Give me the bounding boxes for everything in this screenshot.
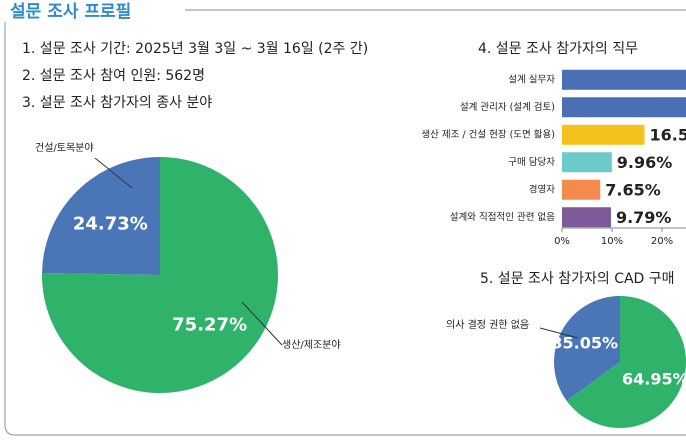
value-label: 9.79% xyxy=(616,208,672,227)
annotation-line xyxy=(241,301,283,346)
value-label: 16.5 xyxy=(650,125,686,144)
slice-label: 35.05% xyxy=(551,334,618,353)
frame xyxy=(4,9,686,436)
info-item: 2. 설문 조사 참여 인원: 562명 xyxy=(22,68,205,84)
category-label: 건설/토목분야 xyxy=(35,142,94,154)
category-label: 구매 담당자 xyxy=(508,156,555,168)
slice-label: 75.27% xyxy=(172,314,247,335)
category-label: 설계 관리자 (설계 검토) xyxy=(460,101,555,113)
category-label: 의사 결정 권한 없음 xyxy=(446,318,529,331)
bar xyxy=(562,124,645,145)
category-label: 설계와 직접적인 관련 없음 xyxy=(450,211,555,223)
slice-label: 64.95% xyxy=(622,369,686,388)
bar xyxy=(562,69,686,90)
category-label: 생산 제조 / 건설 현장 (도면 활용) xyxy=(421,128,555,140)
annotation-line xyxy=(539,327,579,339)
info-item: 1. 설문 조사 기간: 2025년 3월 3일 ~ 3월 16일 (2주 간) xyxy=(22,41,368,57)
chart-title: 3. 설문 조사 참가자의 종사 분야 xyxy=(22,95,212,111)
chart-title: 4. 설문 조사 참가자의 직무 xyxy=(478,41,638,57)
pie-slice xyxy=(42,157,278,393)
pie-slice xyxy=(566,296,686,428)
chart-title: 5. 설문 조사 참가자의 CAD 구매 xyxy=(480,271,675,287)
bar xyxy=(562,152,612,173)
value-label: 7.65% xyxy=(605,180,661,199)
bar xyxy=(562,179,601,200)
value-label: 9.96% xyxy=(617,153,673,172)
category-label: 설계 실무자 xyxy=(508,73,555,85)
x-tick-label: 20% xyxy=(651,236,673,247)
bar xyxy=(562,97,686,118)
x-tick-label: 10% xyxy=(601,236,623,247)
slice-label: 24.73% xyxy=(73,214,148,235)
bar xyxy=(562,207,611,228)
x-tick-label: 0% xyxy=(554,236,570,247)
pie-slice xyxy=(553,296,620,401)
annotation-line xyxy=(94,157,133,189)
category-label: 생산/제조분야 xyxy=(282,339,341,351)
category-label: 경영자 xyxy=(529,183,555,195)
page-title: 설문 조사 프로필 xyxy=(10,2,131,22)
